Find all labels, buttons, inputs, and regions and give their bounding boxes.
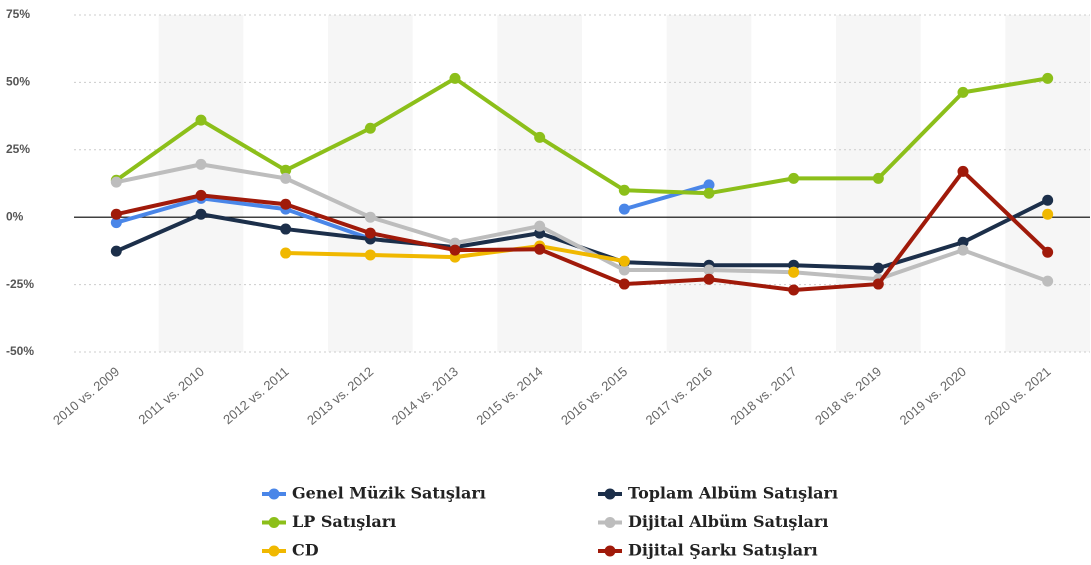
series-line (115, 182, 710, 241)
point (872, 262, 884, 274)
y-tick-label: 50% (6, 75, 30, 89)
point (618, 278, 630, 290)
legend-label: CD (292, 541, 319, 560)
y-tick-label: 75% (6, 7, 30, 21)
point (872, 278, 884, 290)
legend-item: Genel Müzik Satışları (262, 484, 486, 503)
legend-swatch-dot (268, 545, 280, 557)
point (195, 189, 207, 201)
legend-item: CD (262, 541, 319, 560)
point (618, 264, 630, 276)
point (364, 249, 376, 261)
band (497, 15, 582, 352)
legend-swatch-dot (268, 488, 280, 500)
point (703, 264, 715, 276)
band (158, 15, 244, 352)
point (534, 131, 546, 143)
point (703, 273, 715, 285)
point (280, 198, 292, 210)
point (957, 86, 969, 98)
legend-swatch-dot (604, 545, 616, 557)
y-tick-label: 25% (6, 142, 30, 156)
legend-label: Dijital Şarkı Satışları (628, 541, 818, 560)
point (618, 255, 630, 267)
point (788, 284, 800, 296)
legend-label: Toplam Albüm Satışları (628, 484, 838, 503)
x-tick-label: 2010 vs. 2009 (50, 364, 122, 428)
point (703, 179, 715, 191)
point (788, 172, 800, 184)
point (280, 223, 292, 235)
x-tick-label: 2018 vs. 2019 (812, 364, 884, 428)
point (364, 211, 376, 223)
point (957, 244, 969, 256)
point (195, 158, 207, 170)
x-tick-label: 2016 vs. 2015 (558, 364, 630, 428)
point (195, 208, 207, 220)
legend-label: Dijital Albüm Satışları (628, 512, 828, 531)
point (280, 172, 292, 184)
x-tick-label: 2019 vs. 2020 (897, 364, 969, 428)
band (1005, 15, 1090, 352)
y-tick-label: -50% (6, 344, 34, 358)
point (957, 236, 969, 248)
series-line (115, 76, 1048, 196)
point (1042, 246, 1054, 258)
point (280, 164, 292, 176)
x-tick-label: 2017 vs. 2016 (643, 364, 715, 428)
x-tick-label: 2020 vs. 2021 (981, 364, 1053, 428)
point (110, 208, 122, 220)
point (618, 184, 630, 196)
legend-item: Dijital Albüm Satışları (598, 512, 828, 531)
point (788, 266, 800, 278)
x-tick-label: 2012 vs. 2011 (220, 364, 291, 427)
y-tick-label: -25% (6, 277, 34, 291)
point (957, 165, 969, 177)
legend-item: LP Satışları (262, 512, 396, 531)
y-tick-label: 0% (6, 209, 24, 223)
point (1042, 194, 1054, 206)
point (1042, 208, 1054, 220)
point (280, 247, 292, 259)
point (534, 243, 546, 255)
point (110, 245, 122, 257)
point (703, 187, 715, 199)
point (449, 72, 461, 84)
series-line (115, 162, 1049, 283)
point (1042, 275, 1054, 287)
point (364, 122, 376, 134)
legend-label: Genel Müzik Satışları (292, 484, 486, 503)
legend-label: LP Satışları (292, 512, 396, 531)
point (618, 203, 630, 215)
point (110, 217, 122, 229)
legend-swatch-dot (604, 488, 616, 500)
point (872, 172, 884, 184)
legend-swatch-dot (268, 517, 280, 528)
x-tick-label: 2015 vs. 2014 (473, 364, 545, 428)
legend-item: Dijital Şarkı Satışları (598, 541, 818, 560)
point (195, 114, 207, 126)
band (328, 15, 413, 352)
x-tick-label: 2014 vs. 2013 (389, 364, 461, 428)
point (1042, 72, 1054, 84)
point (364, 227, 376, 239)
legend-item: Toplam Albüm Satışları (598, 484, 838, 503)
legend-swatch-dot (604, 517, 616, 528)
x-tick-label: 2018 vs. 2017 (727, 364, 799, 428)
point (110, 176, 122, 188)
point (534, 220, 546, 232)
x-tick-label: 2013 vs. 2012 (304, 364, 376, 428)
point (449, 244, 461, 256)
x-tick-label: 2011 vs. 2010 (135, 364, 206, 427)
series-line (115, 169, 1050, 292)
